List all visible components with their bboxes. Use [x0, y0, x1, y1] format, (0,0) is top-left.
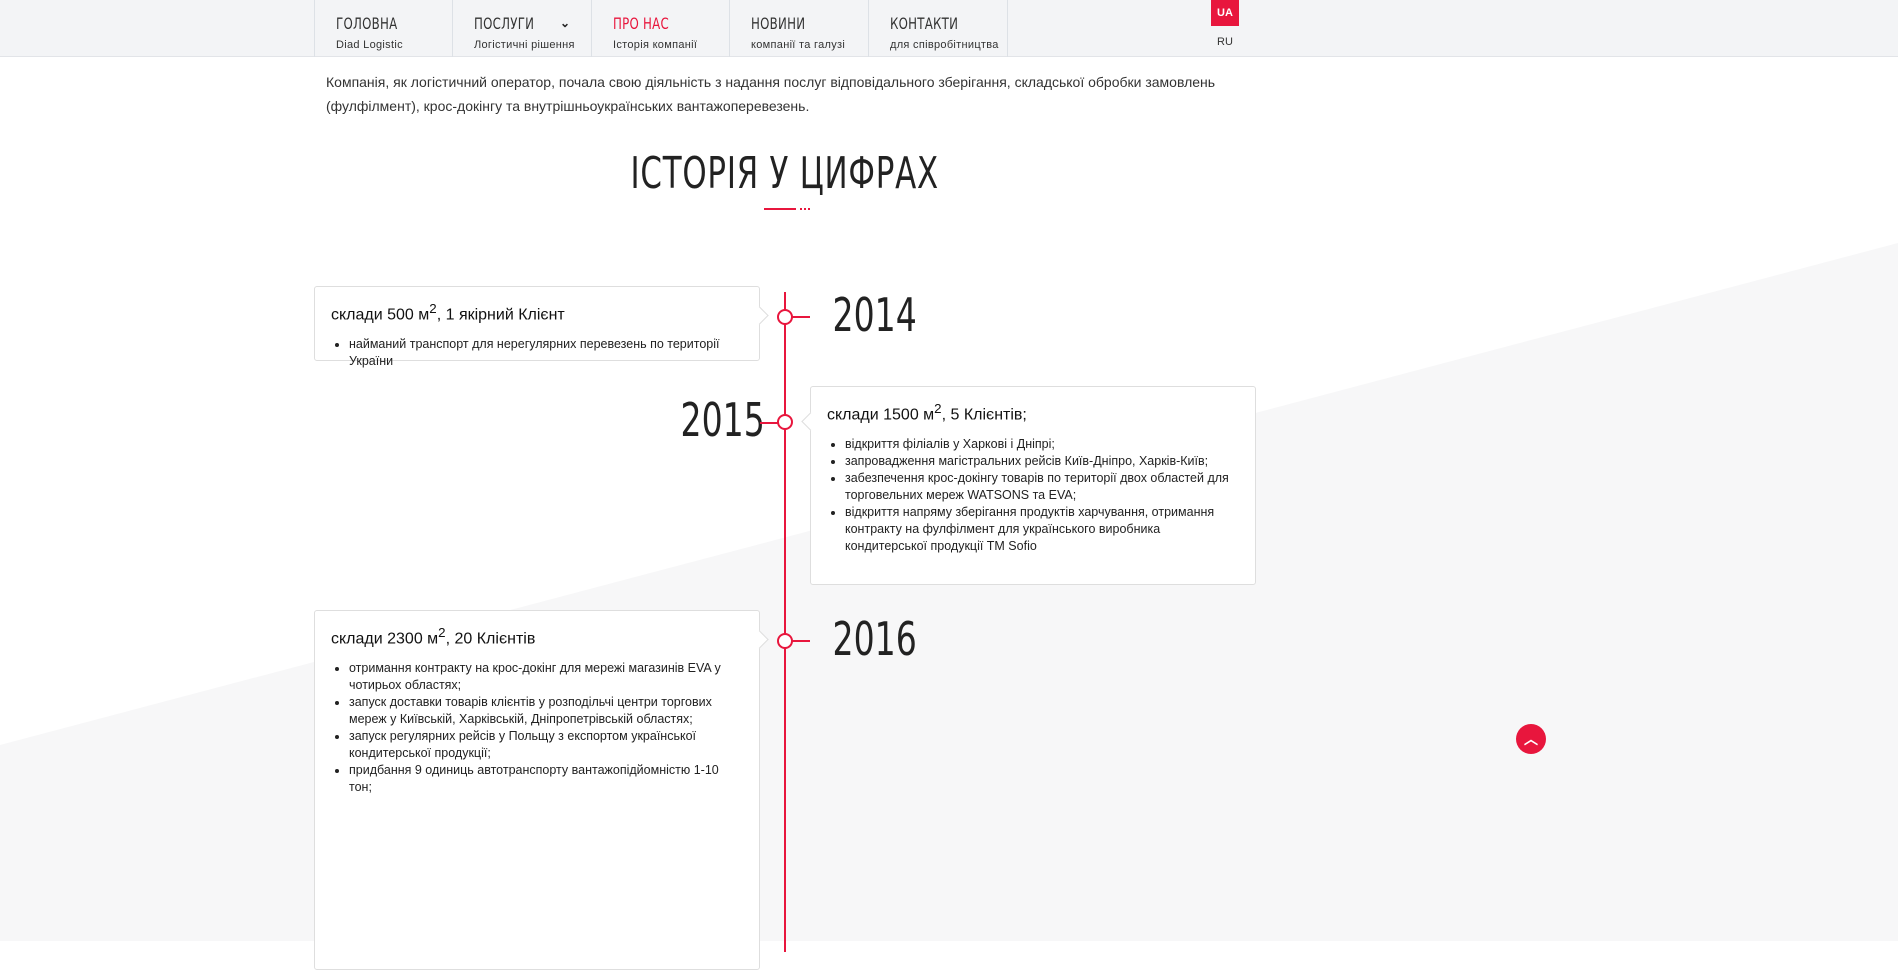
nav-title: ПОСЛУГИ — [474, 14, 535, 33]
section-title: ІСТОРІЯ У ЦИФРАХ — [630, 148, 940, 199]
list-item: відкриття напряму зберігання продуктів х… — [845, 504, 1239, 555]
timeline-tick — [792, 316, 810, 318]
card-title: склади 500 м2, 1 якірний Клієнт — [331, 301, 565, 324]
timeline-tick — [792, 640, 810, 642]
timeline-card-2015: склади 1500 м2, 5 Клієнтів; відкриття фі… — [810, 386, 1256, 585]
nav-title: КОНТАКТИ — [890, 14, 959, 33]
intro-text: Компанія, як логістичний оператор, почал… — [326, 74, 1216, 114]
nav-item-news[interactable]: НОВИНИ компанії та галузі — [729, 0, 868, 57]
title-underline — [764, 208, 796, 210]
year-label: 2014 — [832, 288, 917, 342]
timeline-card-2016: склади 2300 м2, 20 Клієнтів отримання ко… — [314, 610, 760, 970]
language-switcher: UA RU — [1211, 0, 1239, 48]
list-item: запуск регулярних рейсів у Польщу з експ… — [349, 728, 743, 762]
list-item: придбання 9 одиниць автотранспорту ванта… — [349, 762, 743, 796]
timeline-dot — [777, 309, 793, 325]
lang-ua[interactable]: UA — [1211, 0, 1239, 26]
nav-subtitle: для співробітництва — [890, 39, 999, 51]
top-nav: ГОЛОВНА Diad Logistic ПОСЛУГИ Логістичні р… — [0, 0, 1898, 57]
nav-subtitle: Історія компанії — [613, 39, 698, 51]
nav-title: ГОЛОВНА — [336, 14, 398, 33]
nav-title: ПРО НАС — [613, 14, 669, 33]
chevron-up-icon: ︿ — [1524, 731, 1538, 747]
list-item: відкриття філіалів у Харкові і Дніпрі; — [845, 436, 1239, 453]
list-item: отримання контракту на крос-докінг для м… — [349, 660, 743, 694]
card-title: склади 1500 м2, 5 Клієнтів; — [827, 401, 1027, 424]
timeline-dot — [777, 633, 793, 649]
list-item: запровадження магістральних рейсів Київ-… — [845, 453, 1239, 470]
nav-item-contacts[interactable]: КОНТАКТИ для співробітництва — [868, 0, 1008, 57]
title-underline-dots — [800, 208, 812, 210]
timeline-card-2014: склади 500 м2, 1 якірний Клієнт найманий… — [314, 286, 760, 368]
nav-subtitle: Diad Logistic — [336, 39, 403, 51]
nav-item-services[interactable]: ПОСЛУГИ Логістичні рішення ⌄ — [452, 0, 592, 57]
nav-subtitle: компанії та галузі — [751, 39, 846, 51]
list-item: найманий транспорт для нерегулярних пере… — [349, 336, 743, 370]
nav-subtitle: Логістичні рішення — [474, 39, 575, 51]
chevron-down-icon[interactable]: ⌄ — [559, 16, 570, 30]
card-title: склади 2300 м2, 20 Клієнтів — [331, 625, 536, 648]
nav-item-home[interactable]: ГОЛОВНА Diad Logistic — [314, 0, 453, 57]
timeline-tick — [760, 422, 778, 424]
list-item: запуск доставки товарів клієнтів у розпо… — [349, 694, 743, 728]
year-label: 2016 — [832, 612, 917, 666]
nav-title: НОВИНИ — [751, 14, 806, 33]
list-item: забезпечення крос-докінгу товарів по тер… — [845, 470, 1239, 504]
nav-item-about[interactable]: ПРО НАС Історія компанії — [591, 0, 730, 57]
scroll-to-top-button[interactable]: ︿ — [1516, 724, 1546, 754]
year-label: 2015 — [680, 393, 765, 447]
timeline-dot — [777, 414, 793, 430]
timeline-line — [784, 292, 786, 952]
lang-ru[interactable]: RU — [1217, 36, 1233, 48]
